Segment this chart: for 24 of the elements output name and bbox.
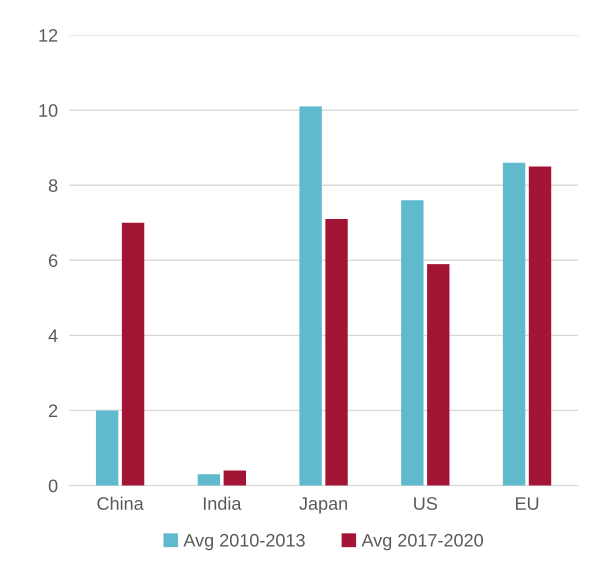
y-tick-label: 6 (48, 254, 58, 268)
y-tick-label: 0 (48, 479, 58, 492)
bar (427, 264, 450, 486)
bar (299, 106, 322, 486)
x-tick-label: India (204, 496, 242, 510)
legend-label: Avg 2017-2020 (362, 534, 483, 550)
x-tick-label: US (414, 497, 438, 510)
bar (325, 219, 348, 486)
y-tick-label: 10 (39, 104, 58, 117)
bar (198, 474, 220, 486)
x-tick-label: China (97, 496, 144, 510)
y-tick-label: 8 (48, 179, 58, 192)
legend-label: Avg 2010-2013 (183, 534, 305, 550)
bar (528, 166, 552, 486)
x-tick-label: EU (516, 497, 538, 510)
bar (502, 162, 526, 486)
bar (224, 470, 246, 486)
bar (122, 222, 144, 486)
y-tick-label: 2 (48, 404, 58, 418)
y-tick-label: 4 (48, 330, 58, 342)
bar (96, 410, 118, 486)
x-tick-label: Japan (299, 497, 347, 514)
bar (401, 200, 424, 486)
y-tick-label: 12 (39, 29, 58, 42)
